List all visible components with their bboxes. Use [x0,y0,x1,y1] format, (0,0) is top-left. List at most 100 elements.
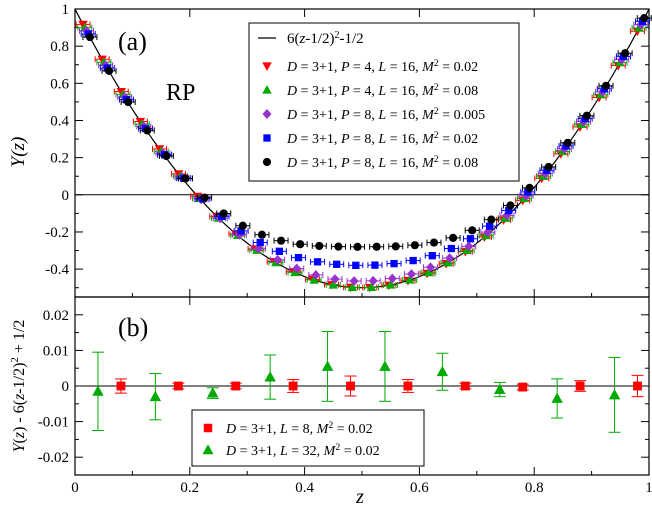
legend-marker [262,62,272,71]
y-tick-label-a: -0.2 [45,225,69,241]
legend-marker [262,109,272,119]
data-point [328,279,338,289]
legend-a: 6(z-1/2)2-1/2 D = 3+1, P = 4, L = 16, M2 … [248,22,520,182]
data-point [290,267,300,277]
data-point [92,385,104,396]
data-point [403,381,413,391]
data-point [275,247,283,255]
data-point [424,267,434,277]
data-point [349,276,359,286]
legend-label: D = 3+1, P = 8, L = 16, M2 = 0.02 [286,130,478,148]
data-point [333,260,341,268]
data-point [551,392,563,403]
y-tick-label-a: 0.2 [50,151,69,167]
data-point [505,206,513,215]
legend-marker [263,134,271,142]
data-point [330,274,340,285]
y-tick-label-b: -0.02 [38,450,69,466]
data-point [135,117,146,127]
data-point [366,282,377,292]
legend-marker [202,444,214,455]
x-tick-label: 0.4 [295,480,314,496]
data-point [525,183,534,192]
data-point [97,55,107,65]
data-point [143,126,152,135]
data-point [404,275,415,284]
data-point [162,151,171,161]
data-point [460,381,470,391]
legend-label: D = 3+1, L = 32, M2 = 0.02 [225,442,380,460]
data-point [410,241,419,250]
data-point [379,360,391,371]
data-point [563,138,572,147]
series-b-1 [91,331,621,433]
y-tick-label-b: 0.01 [43,343,69,359]
data-point [406,269,416,279]
legend-marker [262,157,272,167]
data-point [238,221,247,230]
data-point [385,279,396,289]
data-point [231,381,241,391]
data-point [124,97,133,107]
y-tick-label-a: -0.4 [45,262,69,278]
rp-annotation: RP [166,80,195,106]
data-point [294,253,303,262]
data-point [387,273,397,284]
parabola-curve [74,8,650,289]
data-point [173,381,183,391]
data-point [313,258,322,266]
data-point [390,259,398,268]
data-point [346,381,355,391]
data-point [443,257,453,267]
data-point [347,282,358,292]
data-point [462,245,472,255]
data-point [116,87,126,97]
data-point [506,201,515,210]
x-tick-label: 0 [71,480,79,496]
data-point [309,275,319,284]
data-point [429,238,439,247]
x-tick-label: 1 [645,480,652,496]
data-point [315,241,324,251]
data-point [518,382,528,392]
data-point [372,242,381,251]
data-point [371,261,379,269]
data-point [288,381,298,391]
data-point [608,388,621,400]
data-point [352,261,360,270]
data-point [544,162,553,171]
series-b-0 [114,374,644,398]
legend-label: D = 3+1, L = 8, M2 = 0.02 [225,420,373,438]
legend-label-curve: 6(z-1/2)2-1/2 [287,30,364,48]
series-a-4 [82,13,652,251]
legend-label: D = 3+1, P = 4, L = 16, M2 = 0.02 [286,58,478,76]
y-tick-label-a: 0.8 [50,39,69,55]
data-point [524,188,532,196]
data-point [633,381,642,391]
data-point [273,254,283,265]
data-point [447,244,456,253]
data-point [582,111,591,120]
data-point [601,81,611,90]
data-point [321,360,334,371]
data-point [256,238,264,247]
data-point [485,222,494,230]
data-point [104,66,114,75]
y-tick-label-b: 0 [62,379,70,395]
data-point [466,235,475,243]
data-point [207,387,219,398]
data-point [468,226,477,235]
data-point [368,275,378,286]
legend-marker [262,85,272,94]
panel-b-label: (b) [118,313,148,342]
y-tick-label-b: 0.02 [43,308,69,324]
legend-label: D = 3+1, P = 8, L = 16, M2 = 0.005 [286,106,485,124]
y-tick-label-b: -0.01 [38,415,69,431]
data-point [464,241,474,252]
legend-label: D = 3+1, P = 8, L = 16, M2 = 0.08 [286,154,478,172]
data-point [445,253,455,264]
data-point [219,209,228,218]
y-tick-label-a: 0 [62,188,70,204]
x-axis-label: z [355,486,364,508]
